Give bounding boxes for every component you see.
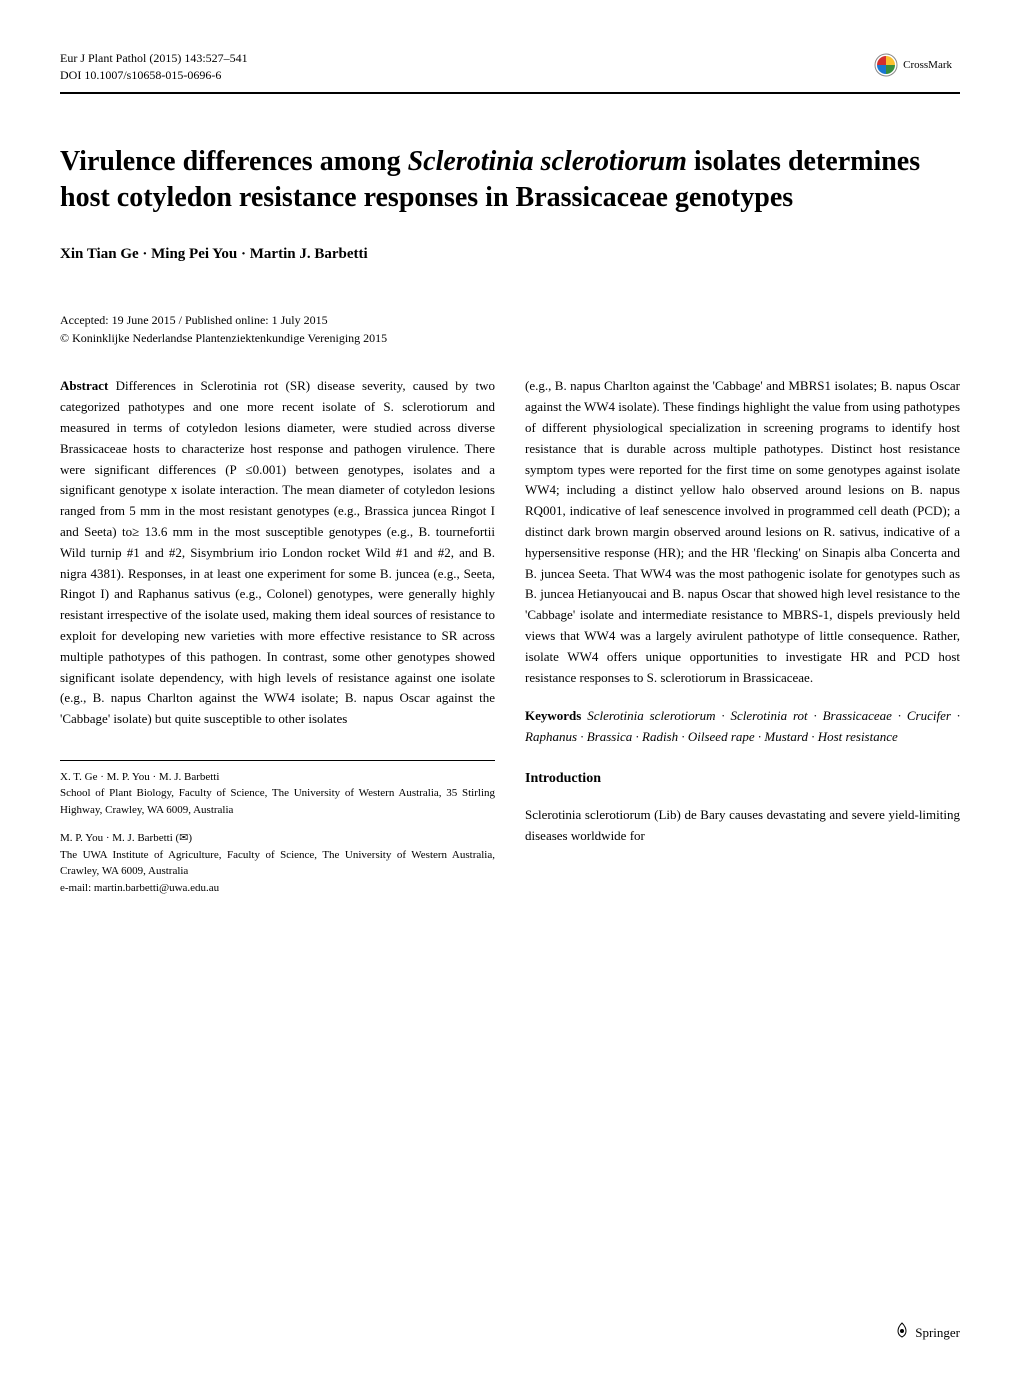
header-rule bbox=[60, 92, 960, 94]
two-column-body: Abstract Differences in Sclerotinia rot … bbox=[60, 376, 960, 908]
title-pre: Virulence differences among bbox=[60, 146, 408, 177]
affiliations-block: X. T. Ge · M. P. You · M. J. Barbetti Sc… bbox=[60, 760, 495, 897]
affil-text-1: School of Plant Biology, Faculty of Scie… bbox=[60, 785, 495, 818]
doi-line: DOI 10.1007/s10658-015-0696-6 bbox=[60, 67, 248, 84]
springer-icon bbox=[893, 1321, 911, 1344]
keywords-paragraph: Keywords Sclerotinia sclerotiorum · Scle… bbox=[525, 706, 960, 748]
keywords-text: Sclerotinia sclerotiorum · Sclerotinia r… bbox=[525, 708, 960, 744]
right-column: (e.g., B. napus Charlton against the 'Ca… bbox=[525, 376, 960, 908]
keywords-label: Keywords bbox=[525, 708, 581, 723]
title-italic-species: Sclerotinia sclerotiorum bbox=[408, 146, 687, 177]
publisher-footer: Springer bbox=[893, 1321, 960, 1344]
abstract-paragraph-left: Abstract Differences in Sclerotinia rot … bbox=[60, 376, 495, 730]
crossmark-badge[interactable]: CrossMark bbox=[866, 50, 960, 80]
article-dates: Accepted: 19 June 2015 / Published onlin… bbox=[60, 313, 960, 328]
introduction-text: Sclerotinia sclerotiorum (Lib) de Bary c… bbox=[525, 805, 960, 847]
publisher-name: Springer bbox=[915, 1325, 960, 1341]
affiliation-2: M. P. You · M. J. Barbetti (✉) The UWA I… bbox=[60, 830, 495, 896]
abstract-text-left: Differences in Sclerotinia rot (SR) dise… bbox=[60, 378, 495, 726]
abstract-label: Abstract bbox=[60, 378, 108, 393]
authors-line: Xin Tian Ge · Ming Pei You · Martin J. B… bbox=[60, 246, 960, 263]
affiliation-1: X. T. Ge · M. P. You · M. J. Barbetti Sc… bbox=[60, 769, 495, 819]
copyright-line: © Koninklijke Nederlandse Plantenziekten… bbox=[60, 331, 960, 346]
crossmark-icon bbox=[874, 53, 898, 77]
journal-citation: Eur J Plant Pathol (2015) 143:527–541 bbox=[60, 50, 248, 67]
journal-info: Eur J Plant Pathol (2015) 143:527–541 DO… bbox=[60, 50, 248, 84]
affil-email: e-mail: martin.barbetti@uwa.edu.au bbox=[60, 880, 495, 897]
crossmark-label: CrossMark bbox=[903, 59, 952, 71]
article-title: Virulence differences among Sclerotinia … bbox=[60, 144, 960, 217]
header-row: Eur J Plant Pathol (2015) 143:527–541 DO… bbox=[60, 50, 960, 84]
affil-authors-1: X. T. Ge · M. P. You · M. J. Barbetti bbox=[60, 769, 495, 786]
affil-text-2: The UWA Institute of Agriculture, Facult… bbox=[60, 847, 495, 880]
affil-authors-2: M. P. You · M. J. Barbetti (✉) bbox=[60, 830, 495, 847]
introduction-heading: Introduction bbox=[525, 768, 960, 790]
abstract-paragraph-right: (e.g., B. napus Charlton against the 'Ca… bbox=[525, 376, 960, 688]
left-column: Abstract Differences in Sclerotinia rot … bbox=[60, 376, 495, 908]
